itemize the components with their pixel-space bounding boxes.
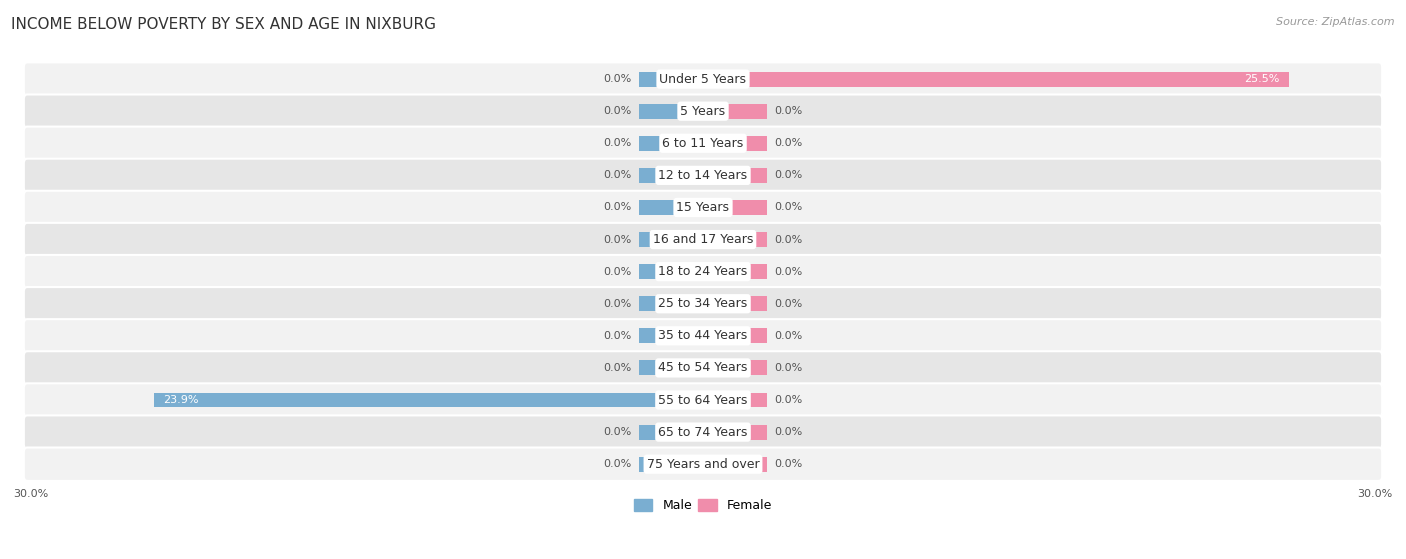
Text: 0.0%: 0.0% [775,363,803,373]
Text: 0.0%: 0.0% [775,170,803,181]
Text: 0.0%: 0.0% [603,299,631,309]
Bar [703,457,768,472]
Text: 0.0%: 0.0% [775,427,803,437]
Text: 0.0%: 0.0% [603,170,631,181]
Bar [638,104,703,119]
Text: 55 to 64 Years: 55 to 64 Years [658,394,748,406]
FancyBboxPatch shape [24,223,1382,256]
Bar [703,361,768,376]
FancyBboxPatch shape [24,383,1382,416]
Text: 5 Years: 5 Years [681,105,725,118]
Bar [638,425,703,439]
Text: 0.0%: 0.0% [603,138,631,148]
Bar [638,328,703,343]
Text: INCOME BELOW POVERTY BY SEX AND AGE IN NIXBURG: INCOME BELOW POVERTY BY SEX AND AGE IN N… [11,17,436,32]
FancyBboxPatch shape [24,255,1382,288]
FancyBboxPatch shape [24,448,1382,481]
Text: 25.5%: 25.5% [1244,74,1279,84]
Text: 12 to 14 Years: 12 to 14 Years [658,169,748,182]
Text: 0.0%: 0.0% [775,267,803,277]
FancyBboxPatch shape [24,126,1382,160]
Text: 0.0%: 0.0% [775,459,803,469]
Bar [703,296,768,311]
Text: 0.0%: 0.0% [775,106,803,116]
Bar [703,425,768,439]
Bar [638,232,703,247]
Text: 75 Years and over: 75 Years and over [647,458,759,471]
Text: 0.0%: 0.0% [775,138,803,148]
Text: 0.0%: 0.0% [775,331,803,341]
FancyBboxPatch shape [24,287,1382,320]
Text: 0.0%: 0.0% [775,395,803,405]
Bar [703,136,768,151]
FancyBboxPatch shape [24,94,1382,128]
Bar [638,168,703,183]
Text: 15 Years: 15 Years [676,201,730,214]
FancyBboxPatch shape [24,415,1382,449]
Text: 0.0%: 0.0% [603,267,631,277]
Text: 0.0%: 0.0% [603,331,631,341]
FancyBboxPatch shape [24,351,1382,385]
Text: 35 to 44 Years: 35 to 44 Years [658,329,748,342]
Legend: Male, Female: Male, Female [628,494,778,517]
Text: Source: ZipAtlas.com: Source: ZipAtlas.com [1277,17,1395,27]
Bar [703,104,768,119]
Bar [153,392,703,408]
Text: 65 to 74 Years: 65 to 74 Years [658,425,748,439]
Bar [703,72,1289,87]
Bar [703,264,768,279]
Bar [638,72,703,87]
Text: 6 to 11 Years: 6 to 11 Years [662,137,744,150]
FancyBboxPatch shape [24,191,1382,224]
Text: 30.0%: 30.0% [1357,489,1392,499]
Text: 0.0%: 0.0% [603,427,631,437]
Text: 0.0%: 0.0% [603,235,631,244]
Text: 0.0%: 0.0% [775,235,803,244]
Text: 0.0%: 0.0% [775,202,803,212]
Text: 0.0%: 0.0% [603,74,631,84]
Text: 25 to 34 Years: 25 to 34 Years [658,297,748,310]
Text: 0.0%: 0.0% [775,299,803,309]
Text: 45 to 54 Years: 45 to 54 Years [658,362,748,375]
Bar [703,232,768,247]
Bar [638,361,703,376]
Bar [703,392,768,408]
Text: 0.0%: 0.0% [603,106,631,116]
Text: 30.0%: 30.0% [14,489,49,499]
Text: Under 5 Years: Under 5 Years [659,73,747,86]
Text: 23.9%: 23.9% [163,395,198,405]
Text: 16 and 17 Years: 16 and 17 Years [652,233,754,246]
Bar [703,328,768,343]
FancyBboxPatch shape [24,159,1382,192]
Bar [638,457,703,472]
Text: 0.0%: 0.0% [603,202,631,212]
Bar [638,296,703,311]
Bar [703,200,768,215]
Bar [638,200,703,215]
Bar [638,264,703,279]
FancyBboxPatch shape [24,319,1382,353]
FancyBboxPatch shape [24,63,1382,96]
Text: 0.0%: 0.0% [603,459,631,469]
Text: 0.0%: 0.0% [603,363,631,373]
Bar [638,136,703,151]
Bar [703,168,768,183]
Text: 18 to 24 Years: 18 to 24 Years [658,265,748,278]
